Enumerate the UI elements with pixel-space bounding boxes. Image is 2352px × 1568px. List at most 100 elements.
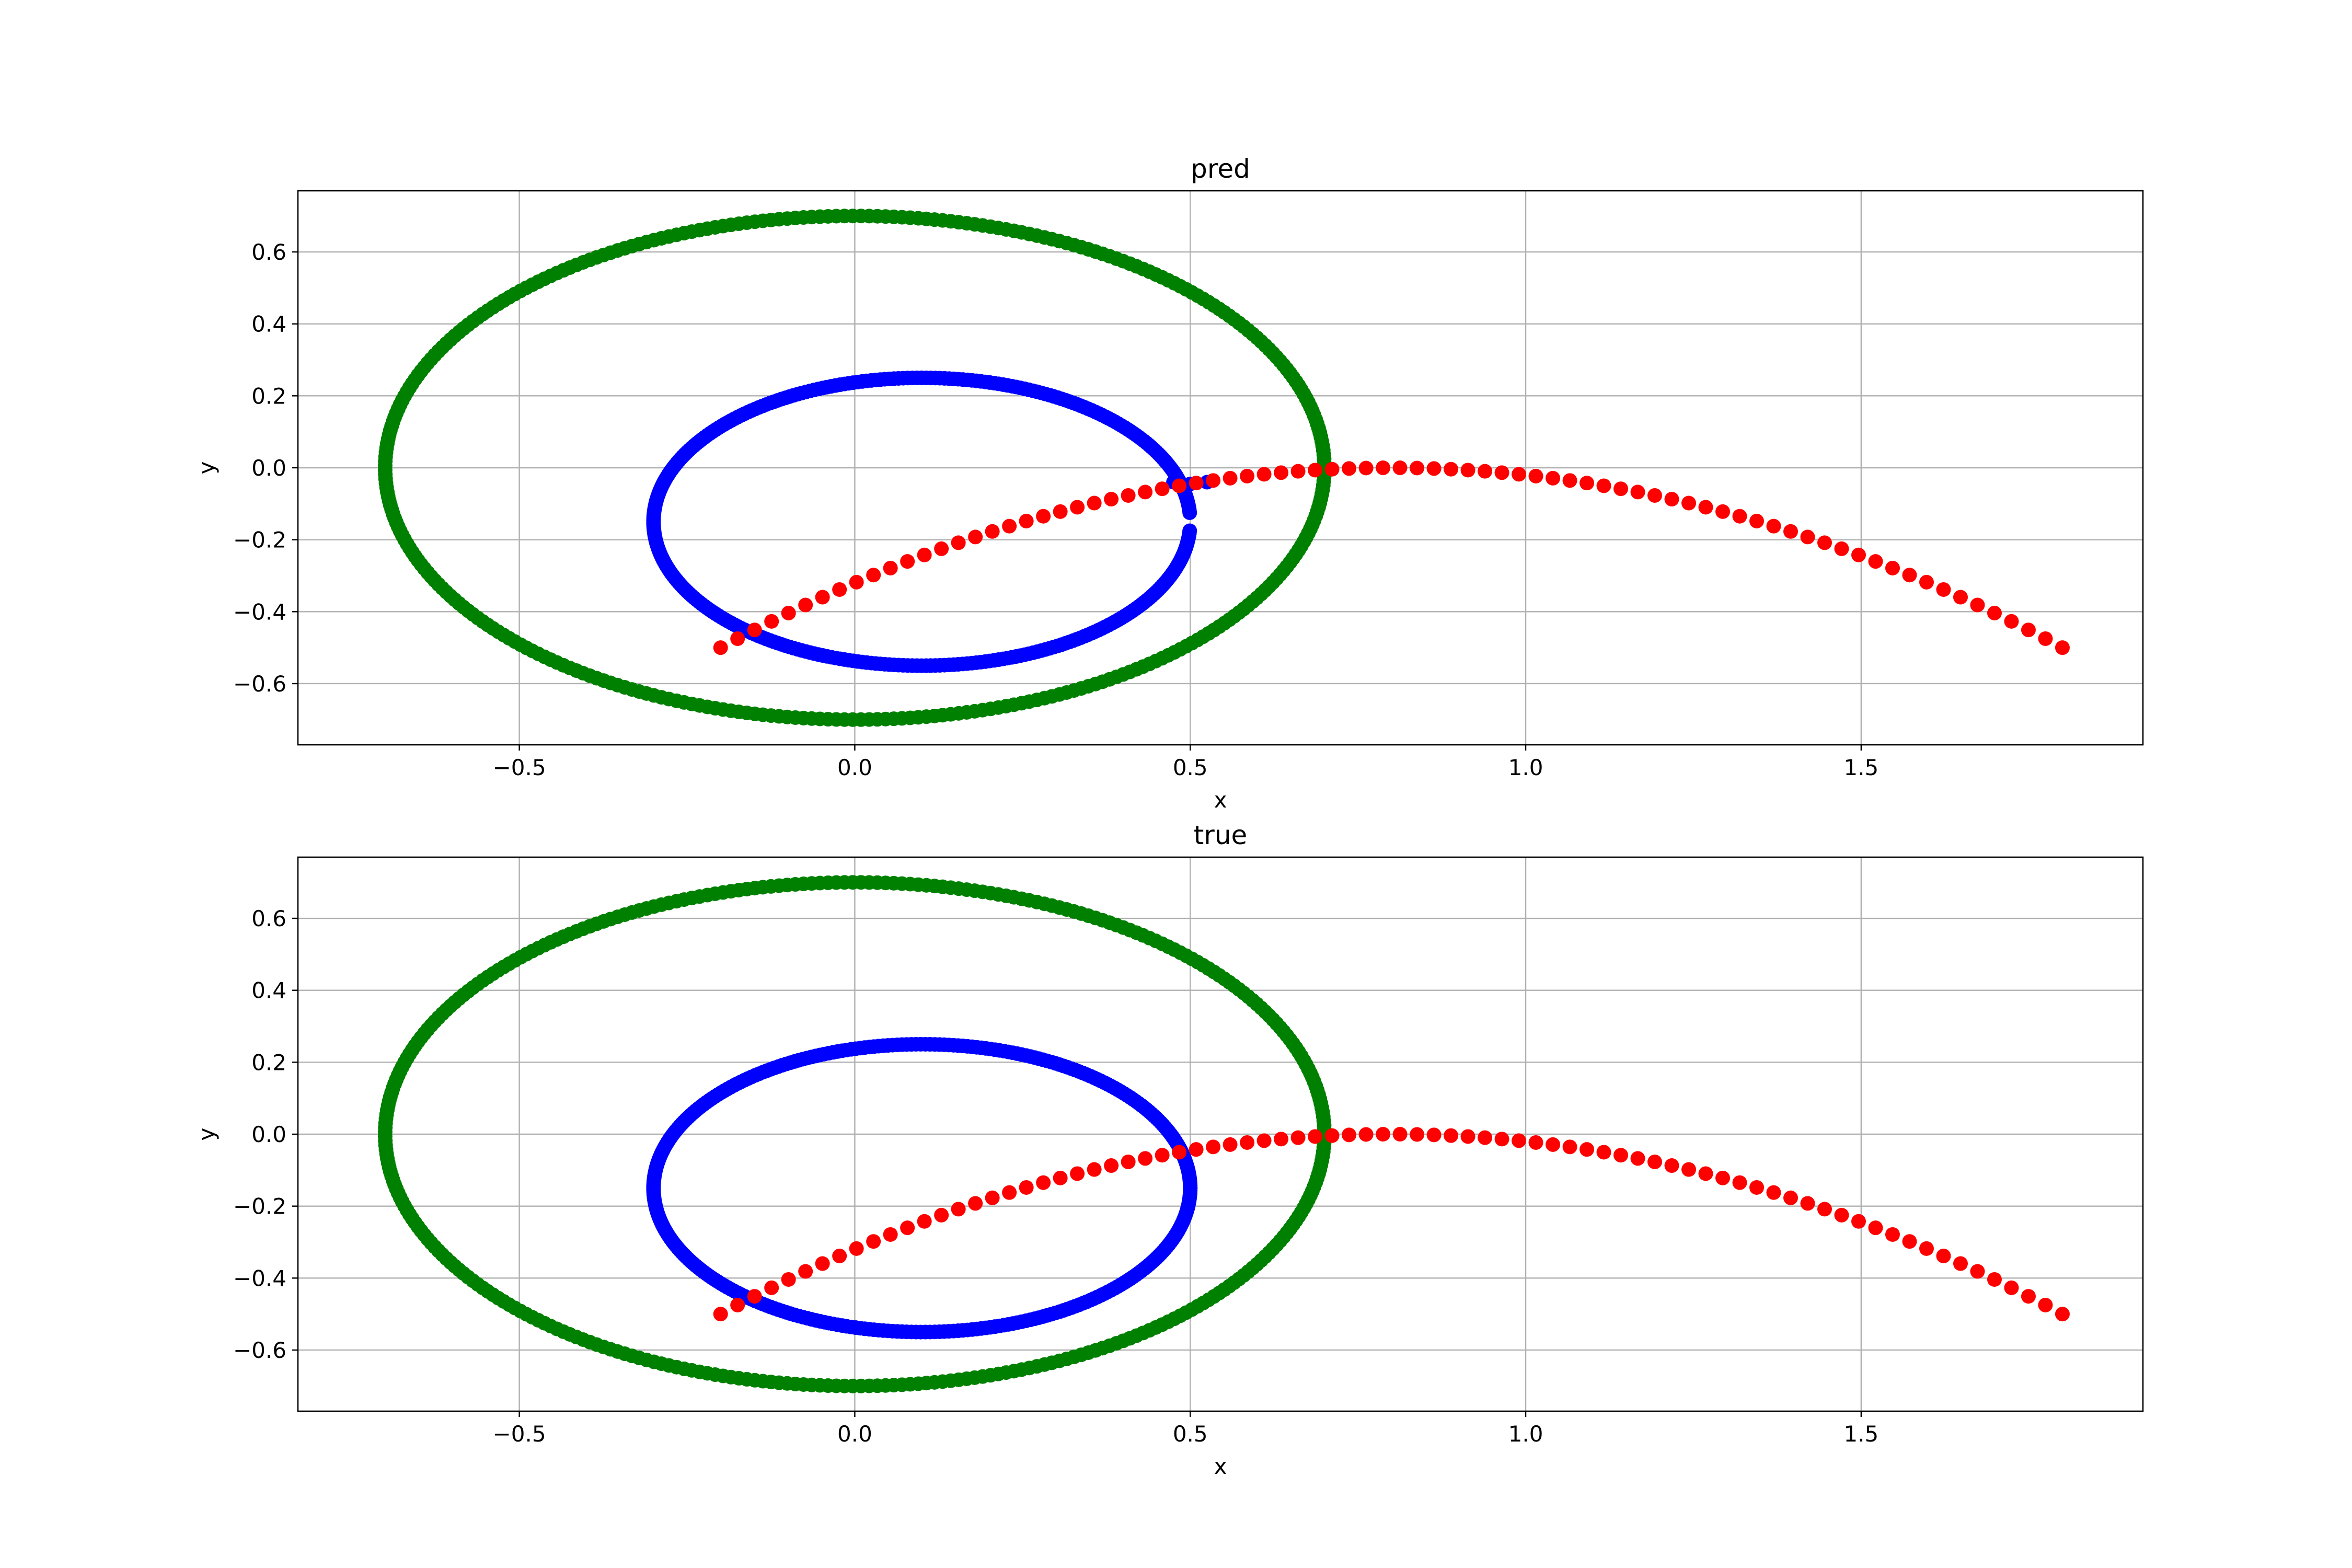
data-point bbox=[1053, 504, 1068, 519]
data-point bbox=[1426, 461, 1442, 476]
data-point bbox=[1392, 460, 1408, 476]
data-point bbox=[1256, 1133, 1272, 1148]
x-tick-label: 0.0 bbox=[837, 1421, 872, 1447]
data-point bbox=[747, 622, 762, 638]
data-point bbox=[2038, 1297, 2053, 1312]
x-tick-label: 0.0 bbox=[837, 755, 872, 780]
data-point bbox=[849, 1241, 864, 1256]
data-point bbox=[1342, 1127, 1357, 1143]
series-0 bbox=[377, 209, 1332, 727]
data-point bbox=[1902, 1234, 1917, 1249]
data-point bbox=[1630, 485, 1645, 500]
data-point bbox=[1512, 467, 1527, 482]
data-point bbox=[1087, 495, 1102, 511]
data-point bbox=[1182, 523, 1197, 538]
data-point bbox=[900, 1220, 915, 1236]
data-point bbox=[713, 1307, 728, 1322]
data-point bbox=[1274, 465, 1289, 480]
data-point bbox=[1936, 1248, 1951, 1263]
data-point bbox=[1494, 1132, 1509, 1147]
data-point bbox=[1290, 464, 1306, 479]
data-point bbox=[1172, 1145, 1187, 1160]
data-point bbox=[1460, 1129, 1475, 1144]
data-point bbox=[1444, 1128, 1459, 1143]
data-point bbox=[1885, 560, 1900, 575]
data-point bbox=[1256, 467, 1272, 482]
data-point bbox=[1579, 476, 1595, 491]
data-point bbox=[1410, 1127, 1425, 1142]
data-point bbox=[2004, 1280, 2019, 1295]
data-point bbox=[1308, 1129, 1323, 1144]
data-point bbox=[1155, 1148, 1170, 1163]
data-point bbox=[1019, 513, 1034, 528]
data-point bbox=[1290, 1130, 1306, 1145]
data-point bbox=[1681, 495, 1697, 511]
data-point bbox=[1647, 1154, 1663, 1169]
data-point bbox=[2055, 1307, 2070, 1322]
series-0 bbox=[377, 875, 1332, 1393]
data-point bbox=[1953, 590, 1968, 605]
series-2 bbox=[713, 1127, 2070, 1322]
data-point bbox=[1240, 468, 1255, 483]
data-point bbox=[1528, 468, 1543, 483]
data-point bbox=[2038, 631, 2053, 646]
data-point bbox=[866, 1234, 881, 1249]
data-point bbox=[1817, 535, 1832, 550]
data-point bbox=[1324, 1128, 1340, 1143]
y-tick-label: −0.6 bbox=[233, 671, 286, 697]
data-point bbox=[1817, 1202, 1832, 1217]
data-point bbox=[1766, 518, 1781, 534]
x-tick-label: 0.5 bbox=[1173, 755, 1208, 780]
data-point bbox=[1308, 463, 1323, 478]
y-tick-label: −0.2 bbox=[233, 527, 286, 553]
data-point bbox=[815, 590, 830, 605]
data-point bbox=[2004, 614, 2019, 629]
data-point bbox=[1647, 488, 1663, 503]
data-point bbox=[1800, 1196, 1815, 1211]
series-1 bbox=[646, 1036, 1198, 1340]
data-point bbox=[1596, 478, 1611, 493]
data-point bbox=[1851, 547, 1866, 562]
data-point bbox=[747, 1289, 762, 1304]
data-point bbox=[1053, 1170, 1068, 1185]
y-tick-label: −0.4 bbox=[233, 1265, 286, 1291]
x-tick-label: 1.5 bbox=[1843, 1421, 1878, 1447]
data-point bbox=[1002, 1185, 1017, 1200]
data-point bbox=[1546, 1137, 1561, 1152]
data-point bbox=[1376, 460, 1391, 476]
chart-title: true bbox=[1194, 820, 1248, 850]
data-point bbox=[1155, 481, 1170, 497]
data-point bbox=[1019, 1180, 1034, 1195]
data-point bbox=[1630, 1151, 1645, 1166]
data-point bbox=[1189, 476, 1204, 491]
data-point bbox=[934, 541, 949, 556]
data-point bbox=[730, 1297, 745, 1312]
data-point bbox=[1342, 461, 1357, 476]
data-point bbox=[900, 554, 915, 569]
data-point bbox=[1851, 1214, 1866, 1229]
data-point bbox=[1613, 1148, 1629, 1163]
data-point bbox=[1070, 1166, 1085, 1181]
data-point bbox=[1919, 1241, 1934, 1256]
data-point bbox=[1970, 1264, 1985, 1279]
data-point bbox=[1698, 1166, 1713, 1181]
data-point bbox=[1223, 1137, 1238, 1152]
y-axis-label: y bbox=[194, 462, 220, 475]
data-point bbox=[1223, 470, 1238, 486]
x-axis-label: x bbox=[1214, 787, 1227, 813]
y-tick-label: 0.0 bbox=[251, 455, 286, 481]
data-point bbox=[968, 1196, 983, 1211]
data-point bbox=[1121, 488, 1136, 503]
y-tick-label: 0.4 bbox=[251, 312, 286, 337]
data-point bbox=[1715, 504, 1731, 519]
data-point bbox=[1121, 1154, 1136, 1169]
y-axis-label: y bbox=[194, 1128, 220, 1141]
data-point bbox=[1070, 500, 1085, 515]
data-point bbox=[1579, 1142, 1595, 1157]
data-point bbox=[1698, 500, 1713, 515]
data-point bbox=[832, 582, 847, 597]
data-point bbox=[866, 568, 881, 583]
data-point bbox=[2021, 622, 2036, 638]
data-point bbox=[1172, 478, 1187, 493]
